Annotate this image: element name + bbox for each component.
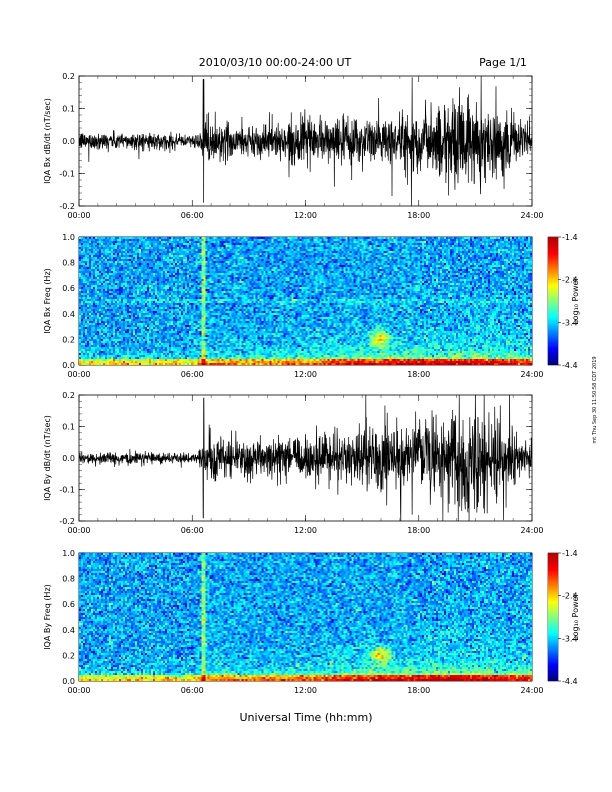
x-tick-label-2-0: 00:00 — [67, 526, 90, 535]
y-tick-label-1-4: 0.2 — [62, 335, 75, 344]
y-tick-label-2-3: -0.1 — [59, 486, 75, 495]
x-tick-label-2-1: 06:00 — [181, 526, 204, 535]
y-tick-label-2-4: -0.2 — [59, 517, 75, 526]
x-tick-label-2-2: 12:00 — [294, 526, 317, 535]
side-note: mt Thu Sep 30 11:50:58 CDT 2019 — [592, 356, 598, 443]
colorbar-tick-label-3-0: -1.4 — [562, 549, 578, 558]
colorbar-1 — [548, 237, 558, 365]
x-tick-label-0-1: 06:00 — [181, 211, 204, 220]
y-axis-title-0: IQA Bx dB/dt (nT/sec) — [43, 98, 52, 184]
x-tick-label-1-3: 18:00 — [407, 370, 430, 379]
colorbar-label-3: Log₁₀ Power — [571, 593, 580, 641]
spectrogram-image-3 — [79, 553, 532, 681]
y-tick-label-3-2: 0.6 — [62, 600, 75, 609]
y-tick-label-2-2: 0.0 — [62, 454, 75, 463]
x-tick-label-3-2: 12:00 — [294, 686, 317, 695]
x-tick-label-0-0: 00:00 — [67, 211, 90, 220]
y-tick-label-0-0: 0.2 — [62, 72, 75, 81]
colorbar-tick-label-1-2: -3.4 — [562, 318, 578, 327]
x-tick-label-1-0: 00:00 — [67, 370, 90, 379]
x-tick-label-2-4: 24:00 — [520, 526, 543, 535]
waveform-series-0 — [78, 75, 533, 207]
colorbar-tick-label-1-3: -4.4 — [562, 361, 578, 370]
y-tick-label-1-3: 0.4 — [62, 310, 75, 319]
colorbar-tick-label-1-1: -2.4 — [562, 276, 578, 285]
y-tick-label-3-0: 1.0 — [62, 549, 75, 558]
x-tick-label-0-4: 24:00 — [520, 211, 543, 220]
y-tick-label-0-1: 0.1 — [62, 105, 75, 114]
colorbar-3 — [548, 553, 558, 681]
x-tick-label-0-3: 18:00 — [407, 211, 430, 220]
y-tick-label-0-4: -0.2 — [59, 202, 75, 211]
colorbar-tick-label-3-1: -2.4 — [562, 592, 578, 601]
y-tick-label-0-3: -0.1 — [59, 170, 75, 179]
x-tick-label-1-1: 06:00 — [181, 370, 204, 379]
y-tick-label-2-1: 0.1 — [62, 423, 75, 432]
x-tick-label-1-2: 12:00 — [294, 370, 317, 379]
x-tick-label-0-2: 12:00 — [294, 211, 317, 220]
colorbar-label-1: Log₁₀ Power — [571, 277, 580, 325]
x-axis-title: Universal Time (hh:mm) — [240, 711, 373, 724]
y-axis-title-3: IQA By Freq (Hz) — [43, 584, 52, 650]
y-tick-label-3-1: 0.8 — [62, 575, 75, 584]
colorbar-tick-label-3-2: -3.4 — [562, 634, 578, 643]
colorbar-tick-label-1-0: -1.4 — [562, 233, 578, 242]
y-axis-title-2: IQA By dB/dt (nT/sec) — [43, 415, 52, 501]
y-axis-title-1: IQA Bx Freq (Hz) — [43, 268, 52, 334]
y-tick-label-1-1: 0.8 — [62, 259, 75, 268]
y-tick-label-3-3: 0.4 — [62, 626, 75, 635]
colorbar-tick-label-3-3: -4.4 — [562, 677, 578, 686]
x-tick-label-2-3: 18:00 — [407, 526, 430, 535]
y-tick-label-0-2: 0.0 — [62, 137, 75, 146]
y-tick-label-1-5: 0.0 — [62, 361, 75, 370]
x-tick-label-3-4: 24:00 — [520, 686, 543, 695]
page-indicator: Page 1/1 — [479, 56, 527, 69]
y-tick-label-1-0: 1.0 — [62, 233, 75, 242]
y-tick-label-3-5: 0.0 — [62, 677, 75, 686]
y-tick-label-1-2: 0.6 — [62, 284, 75, 293]
y-tick-label-3-4: 0.2 — [62, 651, 75, 660]
x-tick-label-3-1: 06:00 — [181, 686, 204, 695]
spectrogram-image-1 — [79, 237, 532, 365]
y-tick-label-2-0: 0.2 — [62, 391, 75, 400]
chart-title: 2010/03/10 00:00-24:00 UT — [199, 56, 352, 69]
waveform-series-2 — [78, 394, 533, 522]
x-tick-label-3-3: 18:00 — [407, 686, 430, 695]
x-tick-label-3-0: 00:00 — [67, 686, 90, 695]
x-tick-label-1-4: 24:00 — [520, 370, 543, 379]
